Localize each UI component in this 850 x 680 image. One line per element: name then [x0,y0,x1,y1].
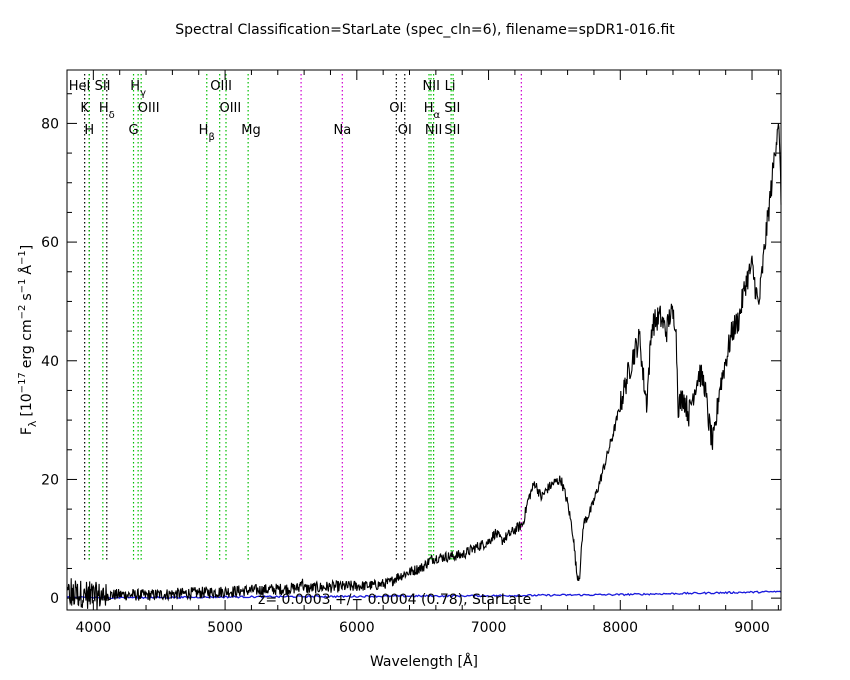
y-label-open: [10 [19,393,35,416]
line-label: OIII [138,101,160,116]
y-tick-label: 0 [50,591,59,607]
line-label: SII [95,79,111,94]
x-tick-label: 4000 [76,620,112,636]
line-label: Li [445,79,456,94]
x-tick-label: 5000 [207,620,243,636]
line-label: NII [425,123,442,138]
y-axis-label: Fλ[10−17erg cm−2s−1Å−1] [17,245,39,435]
model-spectrum-line [66,590,782,600]
line-label: K [80,101,89,116]
plot-frame [66,69,782,611]
y-label-s: s [19,293,35,300]
line-label: Mg [241,123,260,138]
y-label-lambda: λ [26,420,39,427]
y-tick-label: 60 [41,235,59,251]
y-label-erg: erg cm [19,319,35,368]
line-label: Hγ [130,79,146,99]
y-label-expA: −1 [17,250,28,265]
y-tick-label: 20 [41,472,59,488]
y-label-close: ] [19,245,35,250]
line-label: Hδ [99,101,115,121]
x-tick-label: 8000 [602,620,638,636]
x-axis-label: Wavelength [Å] [370,653,478,670]
line-label: SII [444,101,460,116]
y-label-f: F [19,427,35,435]
line-label: Na [333,123,351,138]
axis-ticks: 4000 5000 6000 7000 8000 9000 0 20 40 60 80 [41,70,781,636]
y-label-angstrom: Å [18,265,35,275]
line-label: G [128,123,138,138]
line-label: Hα [424,101,441,121]
line-label: H [84,123,94,138]
line-label: SII [444,123,460,138]
y-label-exp1: −1 [17,279,28,294]
redshift-label: z= 0.0003 +/− 0.0004 (0.78), StarLate [258,592,531,608]
observed-spectrum-line [66,123,782,611]
emission-line-markers [84,74,522,560]
line-label: OIII [219,101,241,116]
line-label: OI [398,123,412,138]
y-tick-label: 40 [41,354,59,370]
line-label: OI [389,101,403,116]
line-label: HeI [69,79,91,94]
x-tick-label: 6000 [339,620,375,636]
x-tick-label: 9000 [734,620,770,636]
y-label-exp2: −2 [17,305,28,320]
line-label: NII [423,79,440,94]
line-label: OIII [210,79,232,94]
y-tick-label: 80 [41,116,59,132]
chart-title: Spectral Classification=StarLate (spec_c… [175,22,675,38]
x-tick-label: 7000 [471,620,507,636]
y-label-exp17: −17 [17,372,28,393]
line-label: Hβ [199,123,215,143]
